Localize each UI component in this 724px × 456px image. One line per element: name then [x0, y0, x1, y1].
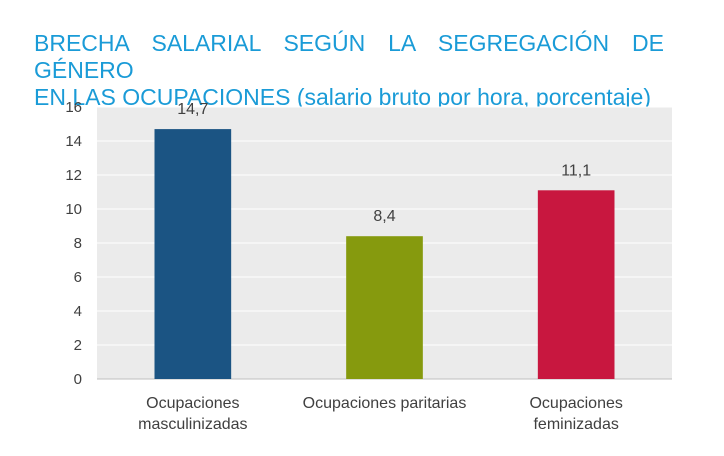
y-tick-label: 14 [65, 133, 82, 150]
x-category-label: Ocupaciones paritarias [303, 395, 467, 412]
chart-title: BRECHA SALARIAL SEGÚN LA SEGREGACIÓN DE … [34, 30, 664, 111]
x-category-label: masculinizadas [138, 416, 247, 433]
bar [346, 236, 423, 379]
y-tick-label: 6 [74, 269, 82, 286]
bar [154, 129, 232, 379]
chart-title-line-1: BRECHA SALARIAL SEGÚN LA SEGREGACIÓN DE … [34, 30, 664, 83]
data-label: 11,1 [561, 162, 591, 179]
y-tick-label: 8 [74, 235, 82, 252]
chart-title-line-2: EN LAS OCUPACIONES (salario bruto por ho… [34, 84, 651, 110]
y-tick-label: 4 [74, 303, 82, 320]
data-label: 8,4 [373, 208, 395, 225]
y-tick-label: 10 [65, 201, 82, 218]
x-category-label: Ocupaciones [146, 395, 239, 412]
y-tick-label: 16 [65, 99, 82, 116]
x-category-label: Ocupaciones [529, 395, 622, 412]
y-tick-label: 2 [74, 337, 82, 354]
y-tick-label: 12 [65, 167, 82, 184]
bar [537, 190, 615, 379]
data-label: 14,7 [177, 101, 208, 118]
x-category-label: feminizadas [533, 416, 618, 433]
y-tick-label: 0 [74, 371, 82, 388]
